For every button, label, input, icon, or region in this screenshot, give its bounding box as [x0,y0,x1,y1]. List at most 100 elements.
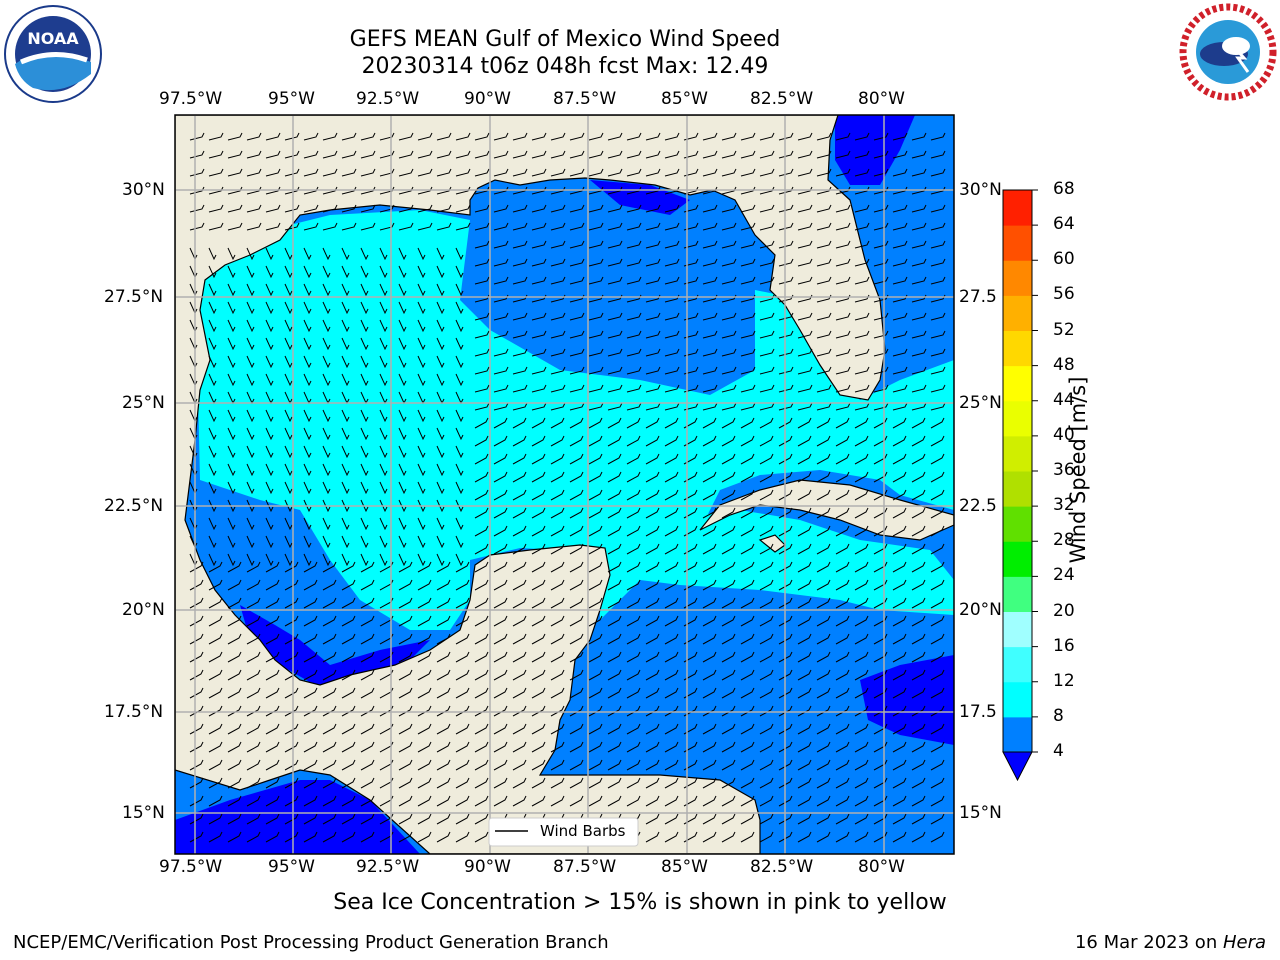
wind-barb [892,741,907,753]
wind-barb [398,409,407,423]
wind-barb [493,561,508,573]
wind-barb [911,795,926,807]
wind-barb [930,330,946,339]
wind-barb [645,723,660,735]
wind-barb [721,687,736,699]
wind-barb [531,150,547,159]
wind-barb [626,132,642,141]
wind-barb [531,579,546,591]
wind-barb [740,615,755,627]
wind-barb [455,831,470,843]
wind-barb [721,561,736,573]
wind-barb [721,759,736,771]
wind-barb [436,633,451,645]
wind-barb [436,687,451,699]
wind-barb [816,561,831,573]
wind-barb [683,150,699,159]
wind-barb [303,553,312,567]
wind-barb [588,543,603,555]
wind-barb [892,525,907,537]
wind-barb [721,489,736,501]
wind-barb [607,741,622,753]
wind-barb [721,186,737,195]
wind-barb [550,651,565,663]
wind-barb [569,258,585,267]
wind-barb [816,579,831,591]
wind-barb [664,741,679,753]
wind-barb [550,312,566,321]
wind-barb [721,597,736,609]
wind-barb [455,222,471,231]
wind-barb [645,435,660,447]
wind-barb [246,301,255,315]
wind-barb [436,615,451,627]
wind-barb [208,687,223,699]
wind-barb [189,633,204,645]
wind-barb [208,759,223,771]
wind-barb [873,276,889,285]
wind-barb [721,150,737,159]
wind-barb [721,453,736,465]
wind-barb [854,777,869,789]
wind-barb [474,543,489,555]
wind-barb [246,337,255,351]
wind-barb [360,553,369,567]
wind-barb [512,705,527,717]
footer-date: 16 Mar 2023 on Hera [1075,932,1266,953]
wind-barb [322,445,331,459]
colorbar-segment [1003,646,1032,683]
wind-barb [246,132,262,141]
wind-barb [911,435,926,447]
wind-barb [474,525,489,537]
wind-barb [797,723,812,735]
wind-barb [341,265,350,279]
wind-barb [341,777,356,789]
wind-barb [835,723,850,735]
wind-barb [892,543,907,555]
wind-barb [873,705,888,717]
wind-barb [208,265,217,279]
wind-barb [341,132,357,141]
wind-barb [246,409,255,423]
wind-barb [911,543,926,555]
wind-barb [911,831,926,843]
wind-barb [797,669,812,681]
wind-barb [398,777,413,789]
lon-label-top: 90°W [464,89,511,109]
wind-barb [417,301,426,315]
wind-barb [493,240,509,249]
wind-barb [588,222,604,231]
wind-barb [531,597,546,609]
wind-barb [284,741,299,753]
wind-barb [892,471,907,483]
wind-barb [626,222,642,231]
wind-barb [607,525,622,537]
wind-barb [911,489,926,501]
wind-barb [759,651,774,663]
wind-barb [911,777,926,789]
wind-barb [797,132,813,141]
colorbar-segment [1003,716,1032,753]
wind-barb [740,312,756,321]
wind-barb [303,687,318,699]
wind-barb [265,319,274,333]
wind-barb [246,687,261,699]
lat-label-left: 15°N [122,803,165,823]
wind-barb [664,330,680,339]
wind-barb [911,186,927,195]
wind-barb [569,417,584,429]
wind-barb [797,597,812,609]
wind-barb [436,319,445,333]
wind-barb [740,543,755,555]
wind-barb [664,579,679,591]
wind-barb [645,831,660,843]
wind-barb [645,348,661,357]
wind-barb [607,651,622,663]
wind-barb [816,669,831,681]
wind-barb [208,301,217,315]
wind-barb [322,168,338,177]
wind-barb [512,132,528,141]
wind-barb [227,204,243,213]
wind-barb [759,417,774,429]
wind-barb [873,615,888,627]
